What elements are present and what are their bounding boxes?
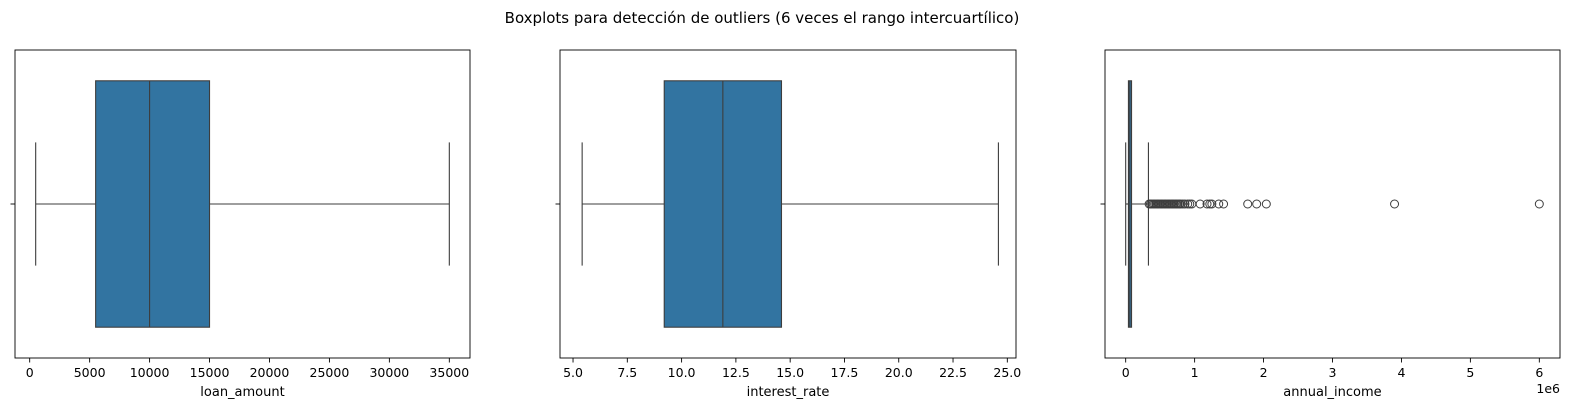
outlier-point bbox=[1176, 199, 1186, 209]
outlier-point bbox=[1390, 199, 1400, 209]
panel-annual-income: 0 1 2 3 4 5 6 annual_income 1e6 bbox=[1100, 49, 1561, 400]
x-tick-label: 30000 bbox=[369, 365, 409, 380]
outlier-point bbox=[1214, 199, 1224, 209]
x-tick-label: 3 bbox=[1329, 365, 1337, 380]
outlier-point bbox=[1180, 199, 1190, 209]
iqr-box bbox=[95, 80, 211, 328]
x-tick-label: 5 bbox=[1466, 365, 1474, 380]
x-tick-label: 15.0 bbox=[776, 365, 804, 380]
x-tick-label: 4 bbox=[1397, 365, 1405, 380]
plot-frame bbox=[1104, 49, 1561, 359]
outlier-point bbox=[1219, 199, 1229, 209]
outlier-point bbox=[1252, 199, 1262, 209]
x-tick-label: 25000 bbox=[310, 365, 350, 380]
x-axis-offset-text: 1e6 bbox=[1536, 381, 1560, 396]
x-axis: 0 1 2 3 4 5 6 bbox=[1122, 358, 1543, 380]
figure-title: Boxplots para detección de outliers (6 v… bbox=[505, 9, 1020, 27]
x-tick-label: 15000 bbox=[190, 365, 230, 380]
x-tick-label: 35000 bbox=[429, 365, 469, 380]
outlier-point bbox=[1195, 199, 1205, 209]
outlier-point bbox=[1183, 199, 1193, 209]
x-tick-label: 25.0 bbox=[993, 365, 1021, 380]
outlier-point bbox=[1534, 199, 1544, 209]
outlier-point bbox=[1185, 199, 1195, 209]
x-tick-label: 0 bbox=[1122, 365, 1130, 380]
x-axis: 0 5000 10000 15000 20000 25000 30000 35000 bbox=[26, 358, 469, 380]
x-axis-label: annual_income bbox=[1283, 385, 1381, 400]
boxplot bbox=[581, 80, 999, 328]
x-tick-label: 10.0 bbox=[668, 365, 696, 380]
boxplot bbox=[35, 80, 450, 328]
boxplot bbox=[1125, 80, 1544, 328]
x-tick-label: 17.5 bbox=[831, 365, 859, 380]
outlier-point bbox=[1207, 199, 1217, 209]
x-axis-label: interest_rate bbox=[747, 385, 830, 400]
outlier-point bbox=[1205, 199, 1215, 209]
x-tick-label: 10000 bbox=[130, 365, 170, 380]
x-axis-label: loan_amount bbox=[200, 385, 284, 400]
x-tick-label: 22.5 bbox=[939, 365, 967, 380]
x-tick-label: 20000 bbox=[250, 365, 290, 380]
x-tick-label: 5000 bbox=[74, 365, 106, 380]
x-tick-label: 12.5 bbox=[722, 365, 750, 380]
x-tick-label: 6 bbox=[1535, 365, 1543, 380]
x-axis: 5.0 7.5 10.0 12.5 15.0 17.5 20.0 22.5 25.0 bbox=[563, 358, 1021, 380]
x-tick-label: 5.0 bbox=[563, 365, 583, 380]
x-tick-label: 20.0 bbox=[885, 365, 913, 380]
outlier-point bbox=[1261, 199, 1271, 209]
x-tick-label: 7.5 bbox=[617, 365, 637, 380]
panel-interest-rate: 5.0 7.5 10.0 12.5 15.0 17.5 20.0 22.5 25.0 inter… bbox=[555, 49, 1021, 400]
panel-loan-amount: 0 5000 10000 15000 20000 25000 30000 35000 loan… bbox=[10, 49, 471, 400]
outlier-point bbox=[1243, 199, 1253, 209]
x-tick-label: 0 bbox=[26, 365, 34, 380]
x-tick-label: 1 bbox=[1191, 365, 1199, 380]
x-tick-label: 2 bbox=[1260, 365, 1268, 380]
outlier-point bbox=[1178, 199, 1188, 209]
outlier-point bbox=[1202, 199, 1212, 209]
